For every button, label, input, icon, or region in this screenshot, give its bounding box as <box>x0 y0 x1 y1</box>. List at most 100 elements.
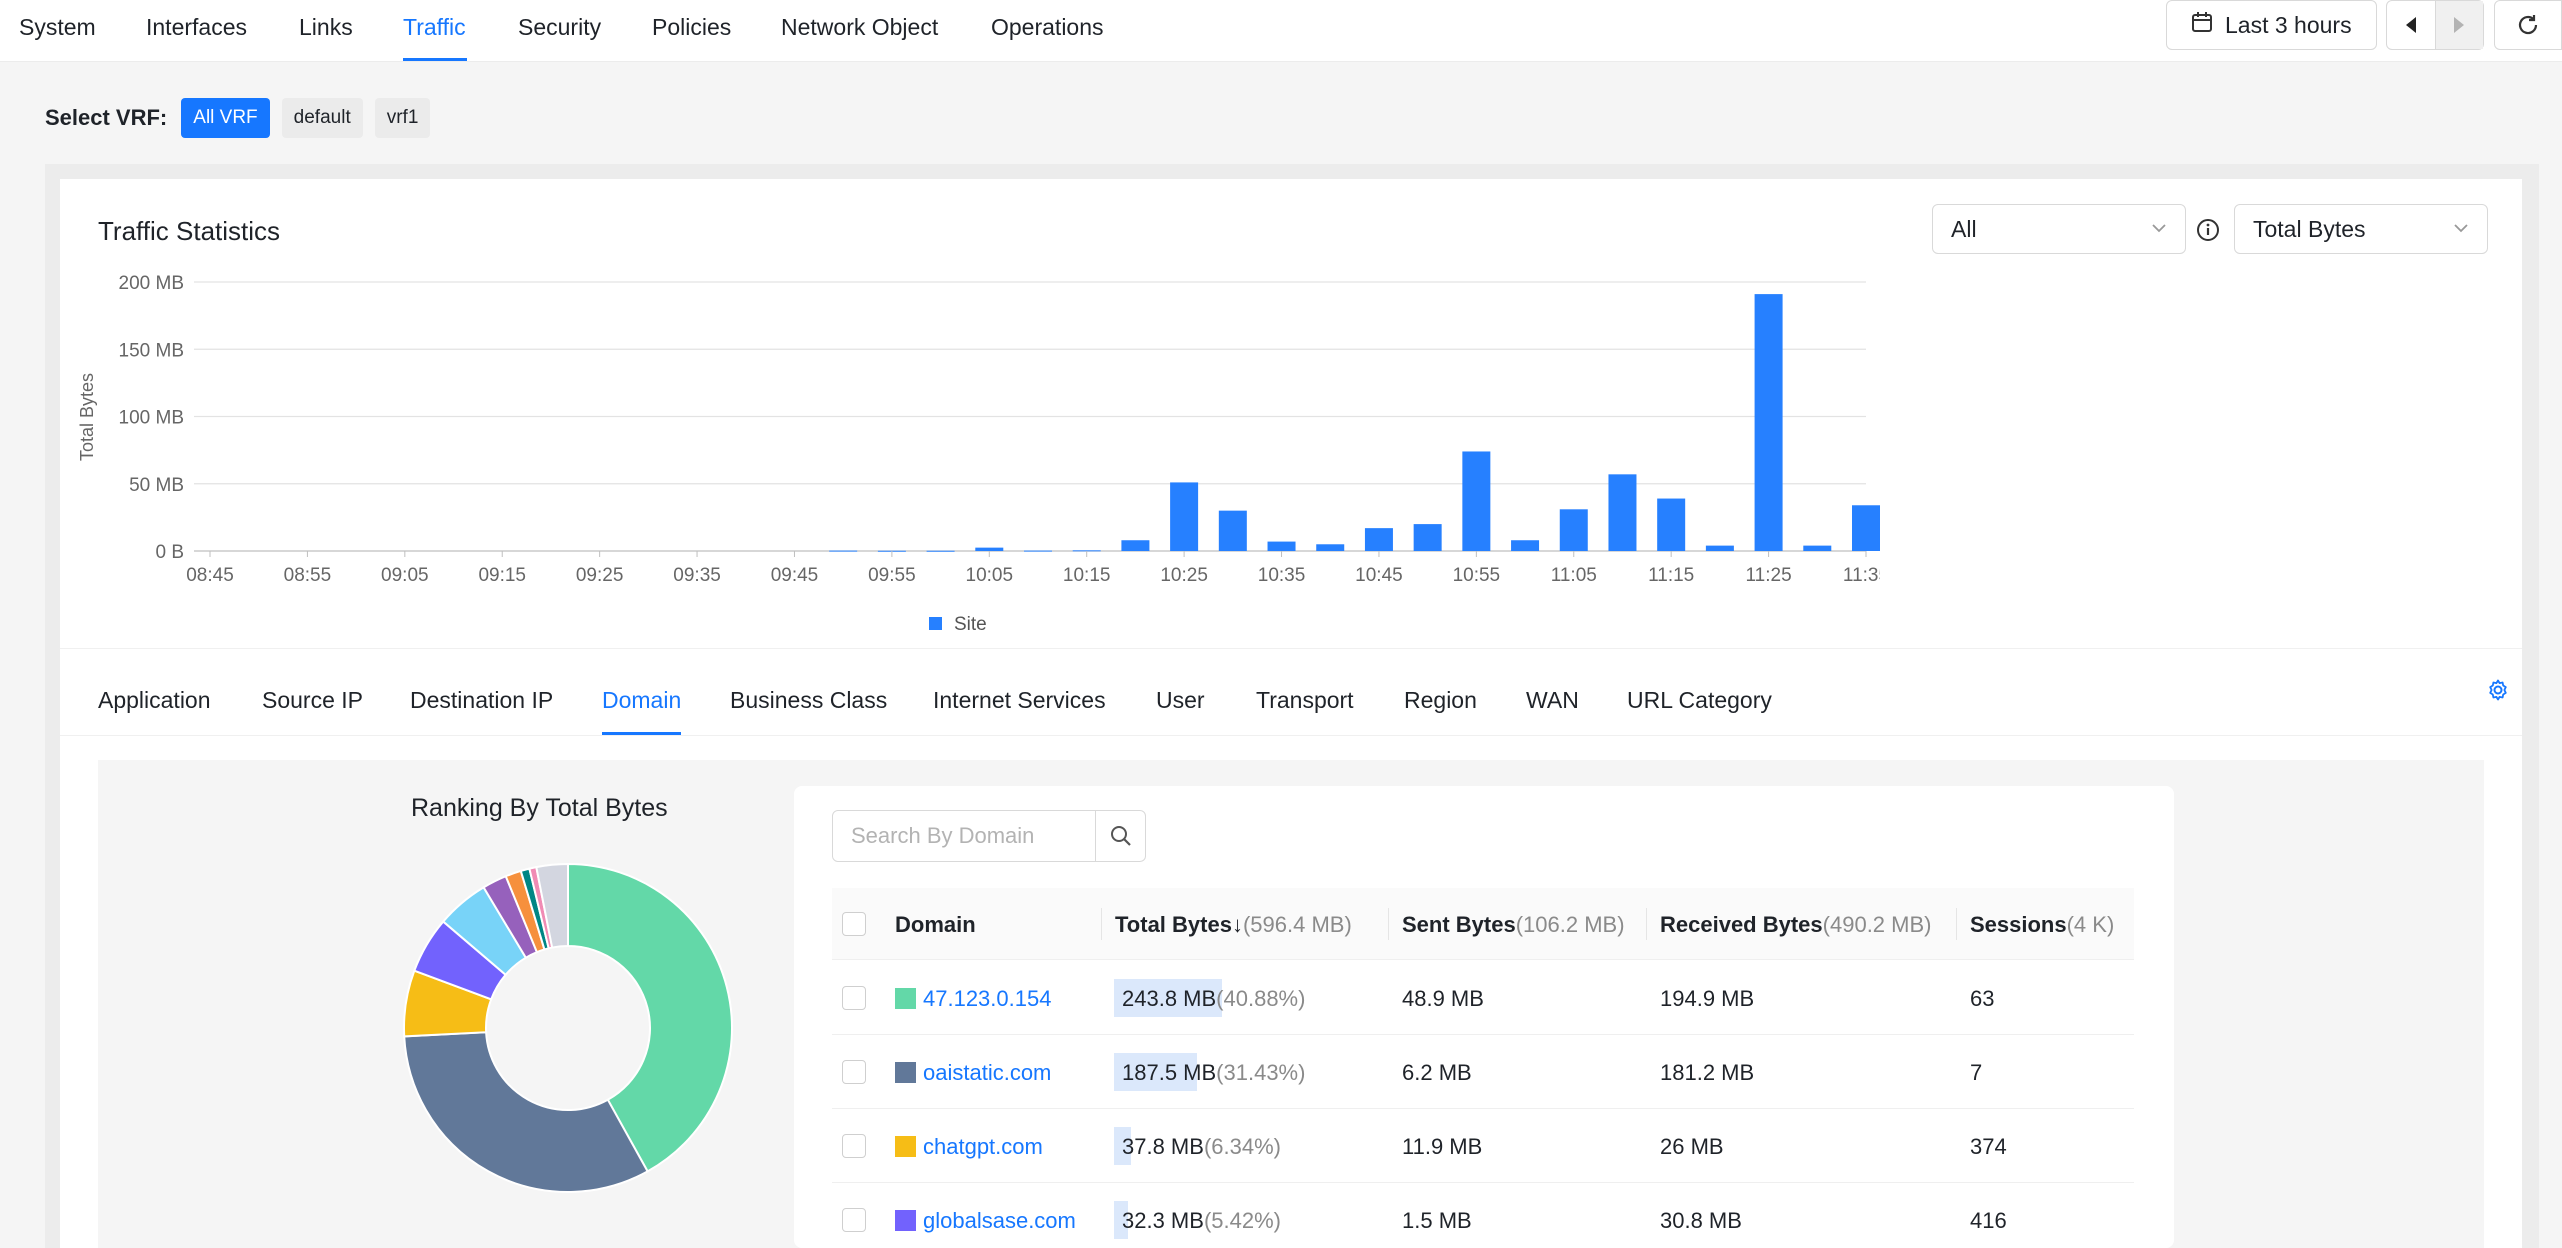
x-tick-label: 09:35 <box>673 565 721 586</box>
bar-11:35[interactable] <box>1852 505 1880 551</box>
col-total-bytes[interactable]: Total Bytes↓(596.4 MB) <box>1115 912 1352 937</box>
gear-icon[interactable] <box>2486 678 2510 707</box>
bar-10:50[interactable] <box>1413 524 1442 551</box>
bar-10:30[interactable] <box>1218 510 1247 551</box>
dim-tab-user[interactable]: User <box>1156 687 1205 713</box>
table-row[interactable]: 47.123.0.154 243.8 MB(40.88%) 48.9 MB 194.9… <box>832 961 2134 1035</box>
row-checkbox[interactable] <box>842 1208 866 1232</box>
prev-period-button[interactable] <box>2387 1 2435 49</box>
x-tick-label: 10:25 <box>1160 565 1208 586</box>
dim-tab-region[interactable]: Region <box>1404 687 1477 713</box>
next-period-button[interactable] <box>2434 1 2483 49</box>
dim-tab-wan[interactable]: WAN <box>1526 687 1579 713</box>
bar-10:05[interactable] <box>975 547 1004 551</box>
col-separator <box>1101 908 1102 940</box>
domain-link[interactable]: globalsase.com <box>923 1208 1076 1233</box>
domain-search-input[interactable] <box>833 811 1095 861</box>
bar-10:40[interactable] <box>1316 544 1345 551</box>
dim-tab-source-ip[interactable]: Source IP <box>262 687 363 713</box>
domain-link[interactable]: 47.123.0.154 <box>923 986 1052 1011</box>
tab-security[interactable]: Security <box>518 14 602 40</box>
bar-11:15[interactable] <box>1657 498 1686 551</box>
bar-11:20[interactable] <box>1705 545 1734 551</box>
dim-tab-internet-services[interactable]: Internet Services <box>933 687 1106 713</box>
bar-10:10[interactable] <box>1024 550 1052 552</box>
metric-select-value: Total Bytes <box>2253 215 2366 242</box>
y-axis-label: Total Bytes <box>77 373 97 461</box>
vrf-label: Select VRF: <box>45 105 168 130</box>
donut-slice-0[interactable] <box>567 862 733 1173</box>
bar-10:55[interactable] <box>1462 451 1491 551</box>
bar-10:25[interactable] <box>1170 482 1199 551</box>
legend-label[interactable]: Site <box>954 614 987 635</box>
bar-10:15[interactable] <box>1072 550 1101 552</box>
bar-09:50[interactable] <box>829 550 858 552</box>
bar-11:10[interactable] <box>1608 474 1637 551</box>
received-bytes-cell: 194.9 MB <box>1660 986 1755 1011</box>
sessions-cell: 416 <box>1970 1208 2007 1233</box>
col-domain[interactable]: Domain <box>895 912 976 937</box>
bar-10:20[interactable] <box>1121 540 1150 551</box>
metric-select[interactable]: Total Bytes <box>2234 204 2488 254</box>
bar-11:00[interactable] <box>1511 540 1540 551</box>
filter-select[interactable]: All <box>1932 204 2186 254</box>
dim-tab-destination-ip[interactable]: Destination IP <box>410 687 554 713</box>
row-checkbox[interactable] <box>842 986 866 1010</box>
donut-slice-1[interactable] <box>403 1031 649 1194</box>
received-bytes-cell: 181.2 MB <box>1660 1060 1755 1085</box>
col-sessions[interactable]: Sessions(4 K) <box>1970 912 2115 937</box>
time-range-label: Last 3 hours <box>2225 11 2352 38</box>
vrf-chip-vrf1[interactable]: vrf1 <box>374 98 431 138</box>
tab-interfaces[interactable]: Interfaces <box>146 14 247 40</box>
domain-color-swatch <box>895 1062 916 1083</box>
table-row[interactable]: globalsase.com 32.3 MB(5.42%) 1.5 MB 30.8 M… <box>832 1183 2134 1248</box>
dim-tab-url-category[interactable]: URL Category <box>1627 687 1772 713</box>
bar-10:00[interactable] <box>926 550 955 552</box>
bar-10:35[interactable] <box>1267 541 1296 551</box>
calendar-icon <box>2191 11 2213 39</box>
vrf-selector: Select VRF: All VRF default vrf1 <box>45 98 431 138</box>
bar-11:30[interactable] <box>1803 545 1832 551</box>
col-received-bytes[interactable]: Received Bytes(490.2 MB) <box>1660 912 1932 937</box>
row-checkbox[interactable] <box>842 1134 866 1158</box>
info-icon[interactable] <box>2196 218 2220 247</box>
tab-network-object[interactable]: Network Object <box>781 14 939 40</box>
select-all-checkbox[interactable] <box>842 912 866 936</box>
dimension-tabs: Application Source IP Destination IP Dom… <box>60 648 2522 736</box>
vrf-chip-default[interactable]: default <box>281 98 363 138</box>
bar-11:05[interactable] <box>1559 509 1588 551</box>
domain-color-swatch <box>895 1210 916 1231</box>
bar-11:25[interactable] <box>1754 294 1783 551</box>
dim-tab-application[interactable]: Application <box>98 687 211 713</box>
search-icon <box>1110 826 1131 846</box>
time-range-button[interactable]: Last 3 hours <box>2166 0 2377 50</box>
share-bar <box>1114 1053 1197 1091</box>
col-sent-bytes[interactable]: Sent Bytes(106.2 MB) <box>1402 912 1625 937</box>
domain-link[interactable]: chatgpt.com <box>923 1134 1043 1159</box>
dim-tab-domain[interactable]: Domain <box>602 687 682 713</box>
table-row[interactable]: chatgpt.com 37.8 MB(6.34%) 11.9 MB 26 MB 374 <box>832 1109 2134 1183</box>
caret-left-icon <box>2405 17 2416 33</box>
legend-swatch[interactable] <box>929 617 942 630</box>
tab-operations[interactable]: Operations <box>991 14 1104 40</box>
traffic-statistics-title: Traffic Statistics <box>98 216 281 246</box>
tab-traffic[interactable]: Traffic <box>403 14 466 40</box>
row-checkbox[interactable] <box>842 1060 866 1084</box>
tab-policies[interactable]: Policies <box>652 14 732 40</box>
tab-system[interactable]: System <box>19 14 96 40</box>
tab-links[interactable]: Links <box>299 14 353 40</box>
search-button[interactable] <box>1095 811 1145 861</box>
bar-10:45[interactable] <box>1364 528 1393 551</box>
dim-tab-transport[interactable]: Transport <box>1256 687 1354 713</box>
col-separator <box>1646 908 1647 940</box>
domain-link[interactable]: oaistatic.com <box>923 1060 1052 1085</box>
dim-tab-business-class[interactable]: Business Class <box>730 687 888 713</box>
chevron-down-icon <box>2152 224 2166 233</box>
y-tick-label: 200 MB <box>119 273 184 294</box>
y-tick-label: 0 B <box>155 542 184 563</box>
x-tick-label: 08:55 <box>284 565 332 586</box>
donut-slice-9[interactable] <box>535 862 569 949</box>
vrf-chip-all[interactable]: All VRF <box>181 98 270 138</box>
refresh-button[interactable] <box>2494 0 2562 50</box>
table-row[interactable]: oaistatic.com 187.5 MB(31.43%) 6.2 MB 181.2… <box>832 1035 2134 1109</box>
